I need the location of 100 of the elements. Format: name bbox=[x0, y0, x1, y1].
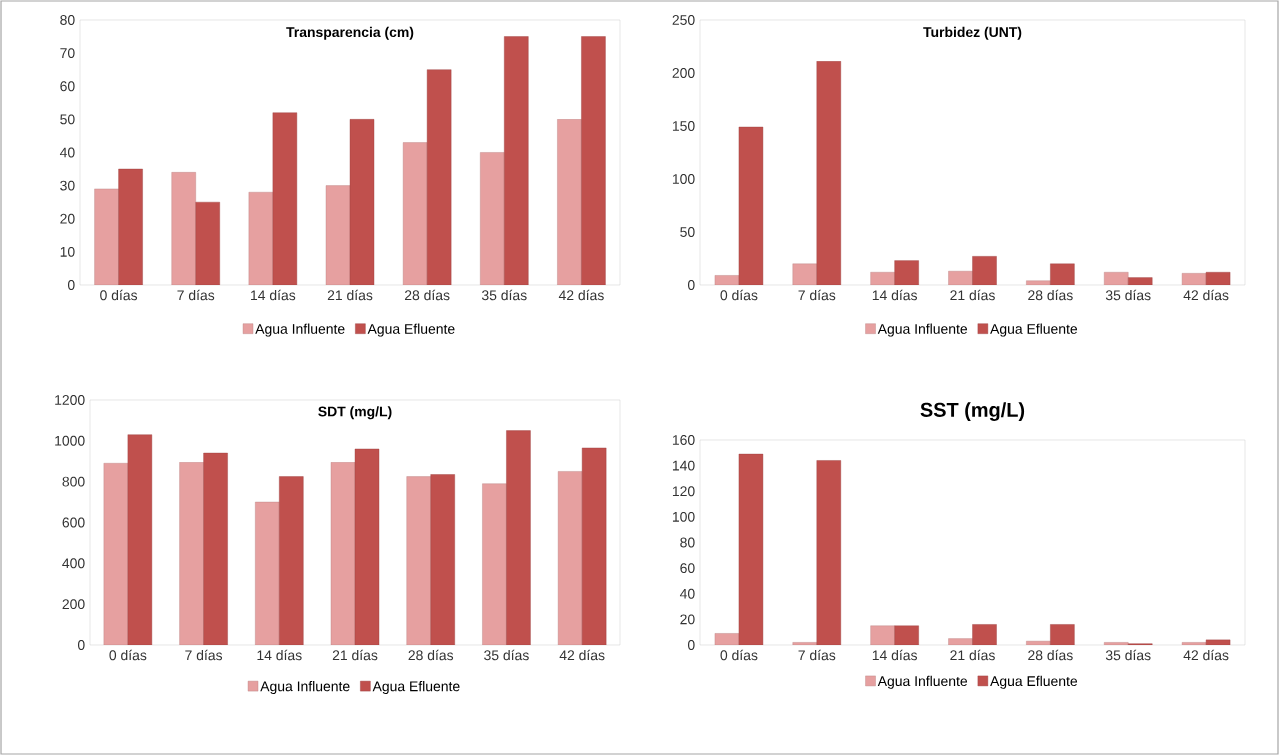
bar bbox=[426, 69, 452, 285]
x-tick-label: 21 días bbox=[327, 289, 373, 301]
bar bbox=[1128, 277, 1153, 285]
chart-title: SST (mg/L) bbox=[920, 402, 1025, 421]
y-tick-label: 60 bbox=[680, 563, 695, 574]
y-tick-label: 1200 bbox=[55, 395, 85, 405]
x-tick-label: 0 días bbox=[100, 289, 138, 301]
x-tick-label: 35 días bbox=[481, 289, 527, 301]
x-tick-label: 14 días bbox=[251, 289, 296, 301]
bar bbox=[1026, 280, 1051, 285]
bar bbox=[557, 119, 582, 285]
x-tick-label: 28 días bbox=[1028, 649, 1073, 661]
x-tick-label: 0 días bbox=[109, 649, 147, 661]
bar bbox=[714, 633, 740, 645]
x-tick-label: 7 días bbox=[177, 289, 215, 301]
y-tick-label: 160 bbox=[672, 435, 695, 445]
y-tick-label: 600 bbox=[62, 517, 85, 528]
x-tick-label: 35 días bbox=[484, 649, 529, 661]
legend-label: Agua Influente bbox=[260, 681, 350, 695]
y-tick-label: 200 bbox=[672, 68, 695, 78]
bar bbox=[581, 36, 606, 285]
y-tick-label: 30 bbox=[60, 180, 75, 191]
y-tick-label: 40 bbox=[59, 147, 75, 158]
x-tick-label: 7 días bbox=[185, 649, 223, 661]
bar bbox=[1181, 642, 1207, 645]
legend-label: Agua Efluente bbox=[990, 675, 1078, 689]
x-tick-label: 42 días bbox=[1183, 649, 1229, 661]
bar bbox=[738, 453, 764, 645]
bar bbox=[894, 625, 919, 645]
bar bbox=[255, 501, 280, 645]
bar bbox=[738, 126, 764, 285]
y-tick-label: 250 bbox=[672, 15, 695, 25]
bar bbox=[179, 462, 204, 645]
y-tick-label: 20 bbox=[680, 614, 695, 625]
bar bbox=[406, 476, 431, 645]
y-tick-label: 800 bbox=[62, 476, 85, 487]
bar bbox=[870, 272, 895, 285]
legend-label: Agua Influente bbox=[877, 323, 968, 337]
bar bbox=[402, 142, 428, 285]
y-tick-label: 10 bbox=[60, 246, 75, 257]
chart-title: Turbidez (UNT) bbox=[923, 26, 1022, 40]
x-tick-label: 35 días bbox=[1105, 289, 1151, 301]
x-tick-label: 35 días bbox=[1105, 649, 1151, 661]
bar bbox=[349, 119, 375, 285]
x-tick-label: 21 días bbox=[332, 649, 378, 661]
bar bbox=[272, 112, 298, 285]
chart-title: SDT (mg/L) bbox=[318, 406, 392, 420]
y-tick-label: 100 bbox=[672, 511, 695, 522]
x-tick-label: 28 días bbox=[1028, 289, 1073, 301]
y-tick-label: 70 bbox=[60, 48, 75, 59]
bar bbox=[1050, 263, 1075, 285]
y-tick-label: 400 bbox=[62, 558, 85, 569]
bar bbox=[1104, 272, 1129, 285]
bar bbox=[330, 462, 356, 645]
bar bbox=[171, 172, 196, 285]
y-tick-label: 80 bbox=[680, 537, 695, 548]
bar bbox=[279, 476, 304, 645]
x-tick-label: 7 días bbox=[798, 649, 836, 661]
bar bbox=[870, 625, 895, 645]
bar bbox=[557, 471, 583, 645]
y-tick-label: 100 bbox=[672, 174, 695, 184]
y-tick-label: 40 bbox=[679, 588, 695, 599]
bar bbox=[714, 275, 740, 285]
y-tick-label: 80 bbox=[60, 15, 75, 25]
legend-label: Agua Efluente bbox=[990, 323, 1078, 337]
x-tick-label: 0 días bbox=[720, 289, 758, 301]
x-tick-label: 21 días bbox=[950, 289, 995, 301]
bar bbox=[94, 188, 119, 285]
y-tick-label: 0 bbox=[77, 640, 85, 650]
bar bbox=[792, 642, 817, 645]
bar bbox=[894, 260, 919, 285]
y-tick-label: 1000 bbox=[55, 435, 85, 446]
bar bbox=[103, 463, 129, 645]
bar bbox=[972, 256, 997, 285]
legend-label: Agua Efluente bbox=[367, 323, 455, 337]
bar bbox=[195, 201, 220, 285]
y-tick-label: 150 bbox=[672, 121, 695, 131]
y-tick-label: 60 bbox=[60, 81, 75, 92]
bar bbox=[118, 168, 143, 285]
y-tick-label: 0 bbox=[67, 280, 75, 290]
x-tick-label: 14 días bbox=[872, 649, 918, 661]
y-tick-label: 200 bbox=[62, 599, 85, 610]
x-tick-label: 7 días bbox=[798, 289, 836, 301]
y-tick-label: 0 bbox=[687, 280, 695, 290]
bar bbox=[948, 271, 973, 285]
bar bbox=[1026, 640, 1051, 645]
bar bbox=[792, 263, 817, 285]
y-tick-label: 50 bbox=[680, 227, 695, 237]
bar bbox=[354, 448, 380, 645]
bar bbox=[581, 447, 607, 645]
x-tick-label: 42 días bbox=[558, 289, 604, 301]
bar bbox=[248, 192, 274, 285]
x-tick-label: 0 días bbox=[720, 649, 758, 661]
x-tick-label: 28 días bbox=[408, 649, 454, 661]
legend-label: Agua Influente bbox=[877, 675, 968, 689]
bar bbox=[430, 474, 455, 645]
legend-label: Agua Efluente bbox=[372, 681, 460, 695]
y-tick-label: 0 bbox=[687, 640, 695, 650]
bar bbox=[816, 61, 841, 285]
bar bbox=[203, 452, 228, 645]
